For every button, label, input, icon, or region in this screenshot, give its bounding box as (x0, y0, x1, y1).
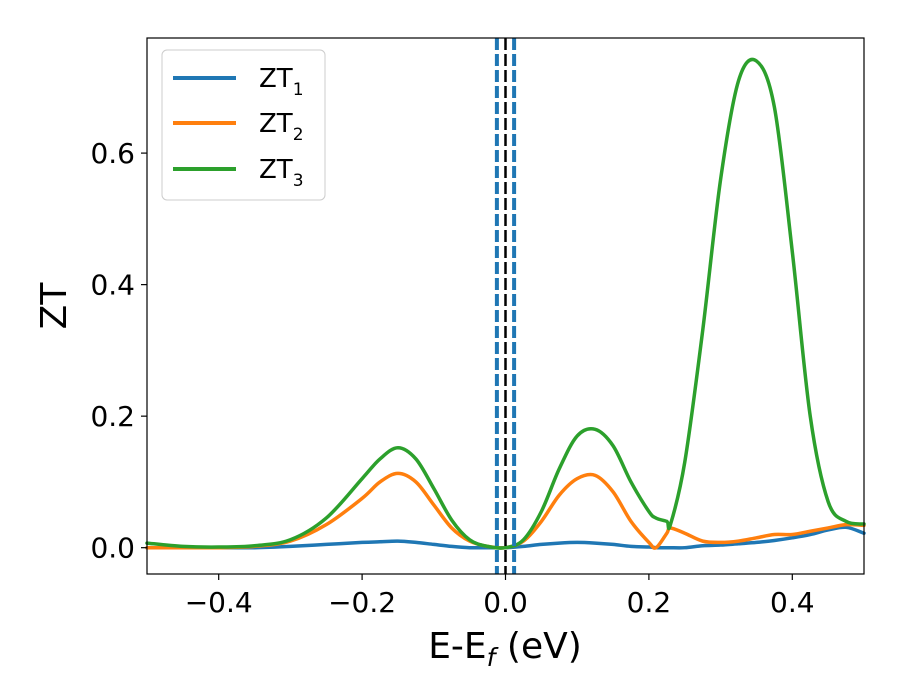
vline-layer (494, 38, 517, 574)
legend-label-zt2: ZT2 (259, 109, 304, 145)
y-tick-label: 0.2 (90, 400, 135, 433)
series-line-zt1 (145, 525, 866, 550)
series-layer (145, 57, 866, 550)
legend-label-zt1: ZT1 (259, 64, 304, 100)
series-line-zt3 (145, 57, 866, 550)
x-tick-label: 0.0 (483, 586, 528, 619)
x-axis: −0.4 −0.2 0.0 0.2 0.4 (185, 574, 815, 619)
y-tick-label: 0.0 (90, 532, 135, 565)
x-tick-label: −0.4 (185, 586, 253, 619)
legend-frame (161, 49, 326, 201)
x-tick-label: −0.2 (328, 586, 396, 619)
x-axis-title: E-Ef (eV) (428, 626, 582, 672)
y-tick-label: 0.4 (90, 269, 135, 302)
y-axis: 0.0 0.2 0.4 0.6 (90, 137, 147, 565)
series-line-zt2 (145, 471, 866, 550)
y-tick-label: 0.6 (90, 137, 135, 170)
legend: ZT1 ZT2 ZT3 (161, 49, 326, 201)
x-tick-label: 0.4 (770, 586, 815, 619)
legend-label-zt3: ZT3 (259, 155, 304, 191)
x-tick-label: 0.2 (627, 586, 672, 619)
y-axis-title: ZT (34, 282, 75, 330)
